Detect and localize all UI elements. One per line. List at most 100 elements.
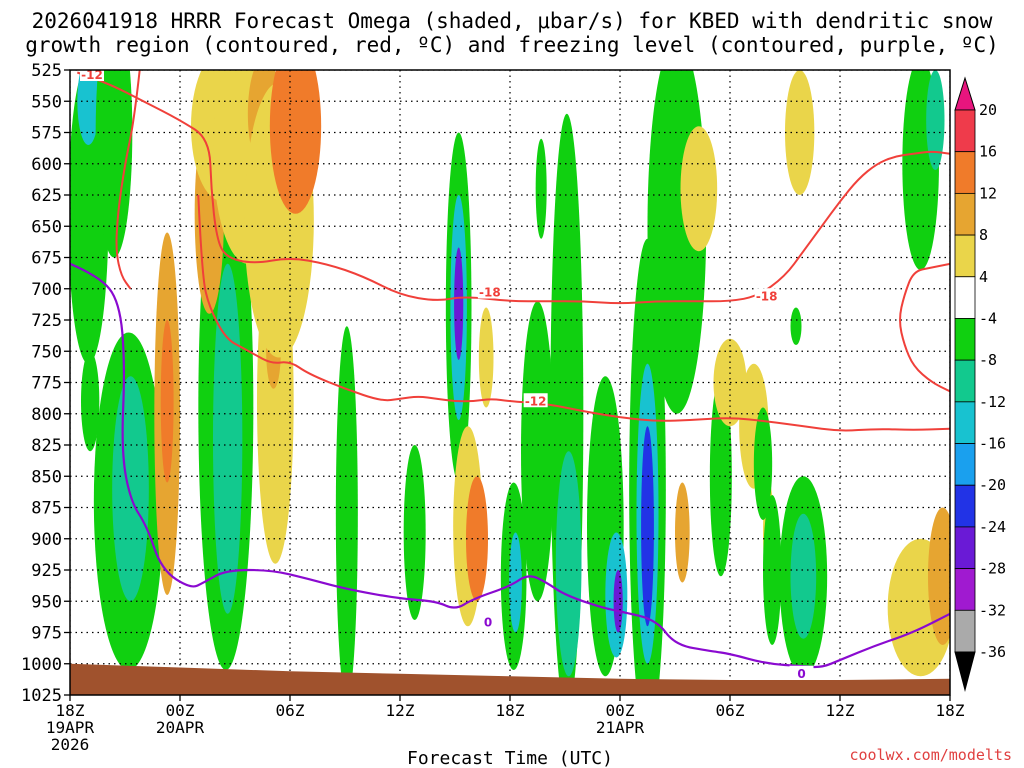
freezing-level-contour-line xyxy=(70,262,950,669)
colorbar-bin xyxy=(954,276,976,319)
colorbar-bin xyxy=(954,318,976,361)
contours: -12 -18 -18 -12 0 0 xyxy=(70,68,950,681)
colorbar-bin xyxy=(954,443,976,486)
omega-cell xyxy=(454,247,464,360)
colorbar-tick-label: 16 xyxy=(979,143,997,161)
colorbar-bin xyxy=(954,151,976,194)
chart-title-line-2: growth region (contoured, red, ºC) and f… xyxy=(25,33,999,57)
y-tick-label: 650 xyxy=(31,217,62,237)
y-tick-label: 1000 xyxy=(21,655,62,675)
colorbar-tick-label: -28 xyxy=(979,560,1006,578)
colorbar-tick-label: -8 xyxy=(979,351,997,369)
minus12-contour-line-right xyxy=(899,262,950,393)
x-tick-label: 18Z xyxy=(936,701,965,720)
y-tick-label: 775 xyxy=(31,374,62,394)
contour-label-freezing-right: 0 xyxy=(797,667,805,681)
colorbar-tick-label: -32 xyxy=(979,601,1006,619)
y-tick-label: 700 xyxy=(31,280,62,300)
contour-label-upper-left-bg xyxy=(80,70,104,81)
x-tick-label: 21APR xyxy=(596,718,645,737)
colorbar-tick-label: -20 xyxy=(979,476,1006,494)
plot-area: -12 -18 -18 -12 0 0 xyxy=(69,68,951,696)
x-tick-label: 06Z xyxy=(716,701,745,720)
contour-label-freezing-mid: 0 xyxy=(484,616,492,630)
contour-label-minus18-right-bg xyxy=(754,288,779,303)
omega-cell xyxy=(478,307,494,408)
colorbar-bin xyxy=(954,568,976,611)
minus12-contour-line-upper xyxy=(115,70,141,290)
colorbar-over-arrow xyxy=(954,76,976,111)
grid-dots xyxy=(70,70,950,695)
omega-cell xyxy=(213,263,243,614)
y-tick-label: 575 xyxy=(31,124,62,144)
y-tick-label: 525 xyxy=(31,61,62,81)
omega-cell xyxy=(753,407,773,520)
y-tick-label: 800 xyxy=(31,405,62,425)
contour-label-minus12-mid-bg xyxy=(523,393,548,408)
colorbar-tick-label: 12 xyxy=(979,184,997,202)
omega-cell xyxy=(785,70,815,195)
y-tick-label: 850 xyxy=(31,467,62,487)
y-tick-label: 975 xyxy=(31,624,62,644)
contour-label-freezing-right-bg xyxy=(789,665,814,680)
colorbar-tick-label: 8 xyxy=(979,226,988,244)
credit-text[interactable]: coolwx.com/modelts xyxy=(849,746,1012,764)
omega-cell xyxy=(790,513,817,639)
omega-cell xyxy=(641,426,654,627)
x-tick-label: 12Z xyxy=(826,701,855,720)
omega-cell xyxy=(763,495,782,645)
contour-label-freezing-mid-bg xyxy=(476,614,500,629)
colorbar-bin xyxy=(954,484,976,528)
omega-cell xyxy=(521,301,554,602)
minus12-contour-line xyxy=(197,194,950,432)
x-tick-label: 00Z xyxy=(606,701,635,720)
x-axis-label: Forecast Time (UTC) xyxy=(407,748,613,768)
contour-label-minus18-mid-bg xyxy=(477,284,502,299)
chart-title-line-1: 2026041918 HRRR Forecast Omega (shaded, … xyxy=(32,9,993,33)
omega-cell xyxy=(403,445,426,620)
terrain-ground xyxy=(70,663,950,695)
omega-cell xyxy=(675,482,690,583)
omega-cell xyxy=(555,451,582,677)
y-tick-label: 825 xyxy=(31,436,62,456)
y-axis: 525 550 575 600 625 650 675 700 725 750 775 800 825 8… xyxy=(21,61,70,706)
contour-label-minus18-mid: -18 xyxy=(479,286,501,300)
colorbar-bin xyxy=(954,609,976,653)
omega-cell xyxy=(680,126,718,252)
colorbar-tick-label: -12 xyxy=(979,393,1006,411)
omega-cell xyxy=(77,70,100,145)
x-tick-label: 19APR xyxy=(46,718,95,737)
y-tick-label: 1025 xyxy=(21,686,62,706)
colorbar-bin xyxy=(954,401,976,444)
colorbar-bin xyxy=(954,526,976,570)
x-tick-label: 18Z xyxy=(496,701,525,720)
colorbar-bin xyxy=(954,234,976,278)
colorbar-tick-label: -4 xyxy=(979,309,997,327)
y-tick-label: 925 xyxy=(31,561,62,581)
contour-label-upper-left: -12 xyxy=(81,68,103,82)
colorbar-bin xyxy=(954,192,976,236)
x-tick-label: 12Z xyxy=(386,701,415,720)
x-tick-label: 2026 xyxy=(51,735,90,754)
colorbar-under-arrow xyxy=(954,651,976,692)
x-tick-label: 06Z xyxy=(276,701,305,720)
omega-cell xyxy=(926,70,945,170)
omega-cell xyxy=(535,138,547,239)
x-tick-label: 20APR xyxy=(156,718,205,737)
y-tick-label: 950 xyxy=(31,592,62,612)
y-tick-label: 750 xyxy=(31,342,62,362)
minus18-contour-line xyxy=(76,71,950,305)
y-tick-label: 625 xyxy=(31,186,62,206)
omega-cell xyxy=(709,376,732,577)
y-tick-label: 600 xyxy=(31,155,62,175)
omega-shading xyxy=(70,70,950,695)
x-tick-label: 18Z xyxy=(56,701,85,720)
omega-cell xyxy=(928,507,950,645)
contour-label-minus18-right: -18 xyxy=(756,289,778,303)
y-tick-label: 550 xyxy=(31,92,62,112)
colorbar-bin xyxy=(954,109,976,153)
colorbar-tick-label: -36 xyxy=(979,643,1006,661)
y-tick-label: 875 xyxy=(31,499,62,519)
omega-cell xyxy=(790,307,802,345)
